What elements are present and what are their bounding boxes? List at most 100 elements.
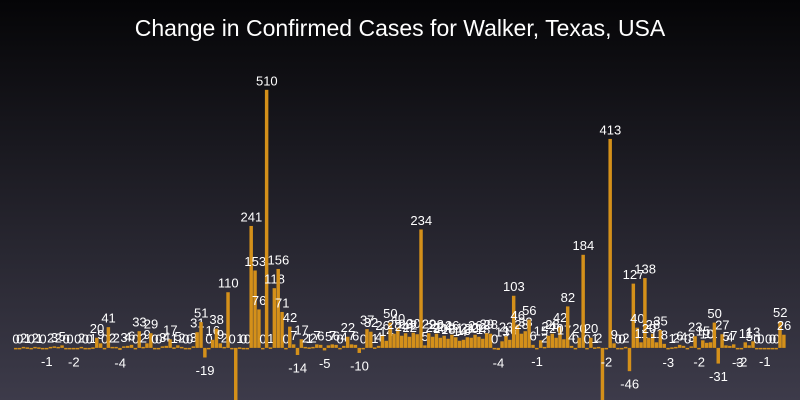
bar [98,343,103,348]
bar [535,347,539,350]
bar [407,336,412,348]
value-label: 2 [595,330,602,345]
value-label: 0 [66,331,73,346]
bar [141,346,145,349]
value-label: -3 [732,355,744,370]
bar [322,347,327,351]
value-label: 82 [561,290,575,305]
bar [454,337,458,348]
bar [284,347,288,350]
value-label: 42 [553,310,567,325]
value-label: 20 [464,321,478,336]
value-label: 0 [182,331,189,346]
bar [334,344,338,348]
value-label: -31 [709,369,728,384]
bar [268,347,273,349]
bar [345,336,350,348]
bar [64,347,68,350]
bar [450,334,454,348]
value-label: 21 [460,321,474,336]
bar [550,333,554,348]
value-label: 6 [128,328,135,343]
value-label: 2 [109,330,116,345]
bar [697,347,701,350]
value-label: -3 [662,355,674,370]
bar [95,337,99,348]
bar [739,347,744,350]
value-label: -46 [620,377,639,392]
value-label: 28 [429,317,443,332]
value-label: 28 [646,317,660,332]
value-label: -1 [41,354,53,369]
bar [589,337,593,348]
value-label: -10 [350,358,369,373]
value-label: 5 [325,329,332,344]
value-label: 50 [707,306,721,321]
value-label: 0 [16,331,23,346]
bar [156,347,161,350]
bar [25,347,30,349]
bar [168,339,172,348]
value-label: 46 [510,308,524,323]
bar [33,346,37,349]
bar [160,346,165,348]
bar [191,346,196,348]
value-label: -2 [68,354,80,369]
bar [427,333,431,348]
value-label: 56 [522,303,536,318]
bar [203,347,207,358]
bar [708,342,713,348]
value-label: 11 [739,326,753,341]
bar [770,347,775,350]
value-label: -1 [531,354,543,369]
bar [176,345,180,348]
bar [349,344,354,348]
value-label: 7 [290,328,297,343]
bar [461,339,466,348]
value-label: -14 [288,360,307,375]
bar [677,344,682,348]
value-label: 26 [777,318,791,333]
bar [137,331,141,348]
value-label: 4 [568,329,575,344]
value-label: 29 [480,317,494,332]
value-label: 37 [360,313,374,328]
value-label: 9 [144,327,151,342]
bar [685,347,690,350]
bar [627,347,632,372]
bar [44,347,49,350]
bar [60,345,64,348]
bar [179,346,184,349]
value-label: 0 [12,331,19,346]
value-label: 9 [611,327,618,342]
bar [17,347,22,350]
bar [307,347,311,349]
bar [133,347,138,350]
value-label: 0 [240,331,247,346]
bar [106,327,111,348]
value-label: 0 [82,331,89,346]
value-label: 42 [283,310,297,325]
value-label: 20 [433,321,447,336]
value-label: 5 [421,329,428,344]
bar [751,341,755,348]
value-label: 13 [495,325,509,340]
bar [565,306,570,348]
bar [515,324,520,348]
value-label: 26 [445,318,459,333]
bar [689,346,693,348]
value-label: 0 [614,331,621,346]
bar [716,347,720,364]
value-label: 51 [194,306,208,321]
value-label: 32 [364,315,378,330]
bar [129,344,134,348]
bar [438,337,443,348]
bar [585,347,589,350]
value-label: 33 [132,315,146,330]
bar [280,311,284,348]
value-label: 10 [700,326,714,341]
value-label: 29 [399,317,413,332]
value-label: 15 [534,324,548,339]
value-label: 7 [329,328,336,343]
